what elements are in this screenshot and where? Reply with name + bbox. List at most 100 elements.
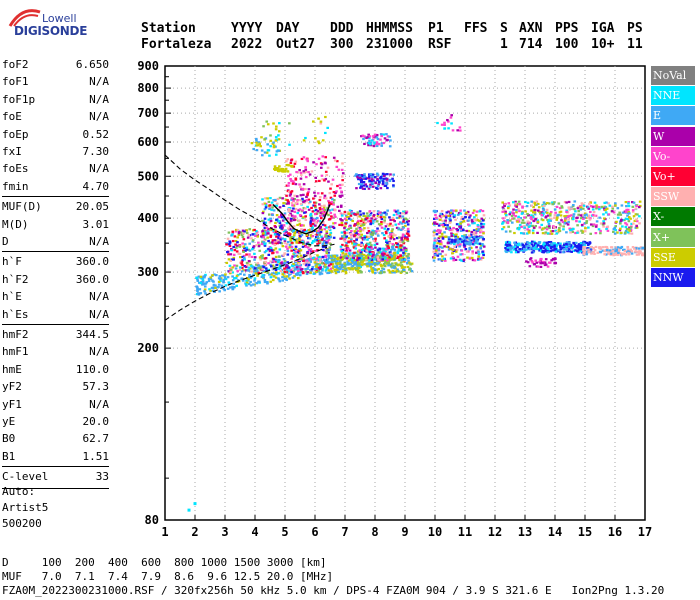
echo-point <box>254 272 258 275</box>
echo-point <box>278 168 282 171</box>
echo-point <box>548 225 551 228</box>
echo-point <box>460 253 464 256</box>
echo-point <box>283 277 287 280</box>
echo-point <box>461 240 464 243</box>
echo-point <box>365 217 369 220</box>
echo-point <box>533 208 537 212</box>
echo-point <box>542 243 545 246</box>
echo-point <box>360 248 364 252</box>
echo-point <box>392 264 395 267</box>
echo-point <box>242 256 246 260</box>
echo-point <box>313 194 317 198</box>
echo-point <box>356 236 360 239</box>
echo-point <box>299 254 303 257</box>
echo-point <box>446 226 450 229</box>
echo-point <box>345 235 349 238</box>
echo-point <box>400 270 404 273</box>
echo-point <box>245 229 248 232</box>
echo-point <box>336 184 339 188</box>
echo-point <box>253 252 256 255</box>
echo-point <box>324 266 327 269</box>
echo-point <box>274 268 278 271</box>
echo-point <box>347 236 351 240</box>
echo-point <box>397 222 401 226</box>
echo-point <box>298 219 301 222</box>
echo-point <box>360 263 364 266</box>
echo-point <box>450 240 454 243</box>
echo-point <box>343 255 346 258</box>
param-row: h`Es N/A <box>2 306 109 323</box>
echo-point <box>267 239 270 243</box>
echo-point <box>367 229 371 233</box>
echo-point <box>327 251 330 254</box>
echo-point <box>227 270 231 273</box>
echo-point <box>299 249 303 252</box>
echo-point <box>402 268 406 272</box>
param-row: D N/A <box>2 233 109 250</box>
echo-point <box>467 237 471 240</box>
echo-point <box>532 226 536 229</box>
echo-point <box>290 165 294 168</box>
echo-point <box>546 249 549 252</box>
echo-point <box>513 245 516 248</box>
x-tick-label: 13 <box>518 525 532 539</box>
echo-point <box>329 187 332 190</box>
echo-point <box>231 279 235 282</box>
echo-point <box>349 255 352 258</box>
echo-point <box>263 243 266 246</box>
echo-point <box>275 263 278 267</box>
echo-point <box>276 251 279 254</box>
echo-point <box>313 218 316 222</box>
echo-point <box>277 235 280 238</box>
echo-point <box>631 245 635 249</box>
echo-point <box>472 233 476 236</box>
echo-point <box>278 216 281 219</box>
echo-point <box>200 281 204 285</box>
echo-point <box>309 223 312 226</box>
echo-point <box>556 216 559 219</box>
echo-point <box>364 255 368 258</box>
echo-point <box>477 250 480 253</box>
echo-point <box>395 226 399 229</box>
echo-point <box>356 267 360 270</box>
echo-point <box>376 233 379 236</box>
echo-point <box>393 271 396 274</box>
echo-point <box>546 220 550 223</box>
header-value-ddd: 300 <box>330 37 354 52</box>
auto-label: Auto: <box>2 485 36 498</box>
echo-point <box>448 214 452 218</box>
echo-point <box>316 235 320 238</box>
echo-point <box>554 229 558 232</box>
echo-point <box>567 244 571 247</box>
echo-point <box>586 206 590 209</box>
echo-point <box>372 213 376 217</box>
echo-point <box>635 253 639 256</box>
echo-point <box>582 248 585 251</box>
echo-point <box>332 222 335 225</box>
echo-point <box>397 216 401 219</box>
echo-point <box>508 244 512 247</box>
echo-point <box>382 264 385 267</box>
echo-point <box>274 221 277 225</box>
param-row: fmin 4.70 <box>2 178 109 195</box>
echo-point <box>349 236 353 239</box>
echo-point <box>386 254 389 257</box>
echo-point <box>298 274 302 277</box>
echo-point <box>268 249 272 252</box>
echo-point <box>343 237 347 241</box>
echo-point <box>535 242 539 246</box>
echo-point <box>399 228 403 232</box>
echo-point <box>215 274 218 277</box>
echo-point <box>435 245 439 248</box>
echo-point <box>454 218 457 221</box>
echo-point <box>300 267 304 271</box>
echo-point <box>376 262 379 265</box>
echo-point <box>453 245 456 248</box>
echo-point <box>262 221 266 224</box>
echo-point <box>604 253 608 256</box>
echo-point <box>392 173 396 176</box>
echo-point <box>304 263 308 266</box>
echo-point <box>379 263 383 266</box>
echo-point <box>629 217 632 220</box>
echo-point <box>606 225 610 228</box>
